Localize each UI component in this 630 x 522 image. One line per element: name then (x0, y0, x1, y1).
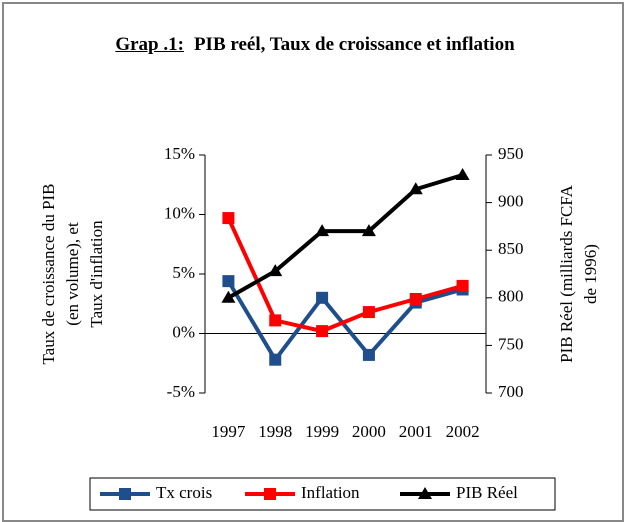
y2-tick-label: 750 (498, 334, 524, 353)
y-tick-label: 0% (172, 322, 195, 341)
point (408, 182, 423, 195)
y-tick-label: -5% (167, 382, 195, 401)
series-line (226, 217, 464, 334)
y2-tick-label: 700 (498, 382, 524, 401)
chart-title-box: Grap .1: PIB reél, Taux de croissance et … (60, 30, 570, 60)
legend-marker (418, 487, 432, 499)
point (222, 212, 235, 225)
y-axis-title: Taux de croissance du PIB (39, 183, 58, 364)
y2-axis-title: de 1996) (581, 244, 600, 304)
point (455, 167, 470, 180)
legend-marker (119, 488, 131, 500)
point (315, 224, 330, 237)
x-tick-label: 1999 (305, 422, 339, 441)
chart-title-label: Grap .1: (115, 34, 184, 55)
x-tick-label: 2001 (399, 422, 433, 441)
point (269, 353, 282, 366)
chart-title: PIB reél, Taux de croissance et inflatio… (193, 34, 515, 55)
series-line (226, 280, 464, 364)
y2-tick-label: 950 (498, 144, 524, 163)
y2-tick-label: 850 (498, 239, 524, 258)
x-tick-label: 2002 (446, 422, 480, 441)
point (362, 348, 375, 361)
point (409, 292, 422, 305)
point (222, 275, 235, 288)
x-tick-label: 1998 (258, 422, 292, 441)
point (221, 290, 236, 303)
y-tick-label: 10% (164, 203, 195, 222)
y-tick-label: 5% (172, 263, 195, 282)
y-axis-title: Taux d'inflation (87, 220, 106, 328)
point (316, 291, 329, 304)
y-axis-title: (en volume), et (63, 222, 82, 326)
legend-label: Inflation (301, 483, 360, 502)
point (268, 264, 283, 277)
legend-label: Tx crois (156, 483, 212, 502)
legend-box (89, 477, 556, 511)
y2-tick-label: 800 (498, 287, 524, 306)
y2-tick-label: 900 (498, 192, 524, 211)
y2-axis-title: PIB Réel (milliards FCFA (557, 184, 576, 362)
point (361, 224, 376, 237)
y-tick-label: 15% (164, 144, 195, 163)
x-tick-label: 2000 (352, 422, 386, 441)
legend-marker (264, 488, 276, 500)
series-line (227, 173, 464, 300)
point (269, 314, 282, 327)
point (362, 306, 375, 319)
x-tick-label: 1997 (211, 422, 246, 441)
point (456, 279, 469, 292)
legend-label: PIB Réel (456, 483, 518, 502)
point (316, 325, 329, 338)
